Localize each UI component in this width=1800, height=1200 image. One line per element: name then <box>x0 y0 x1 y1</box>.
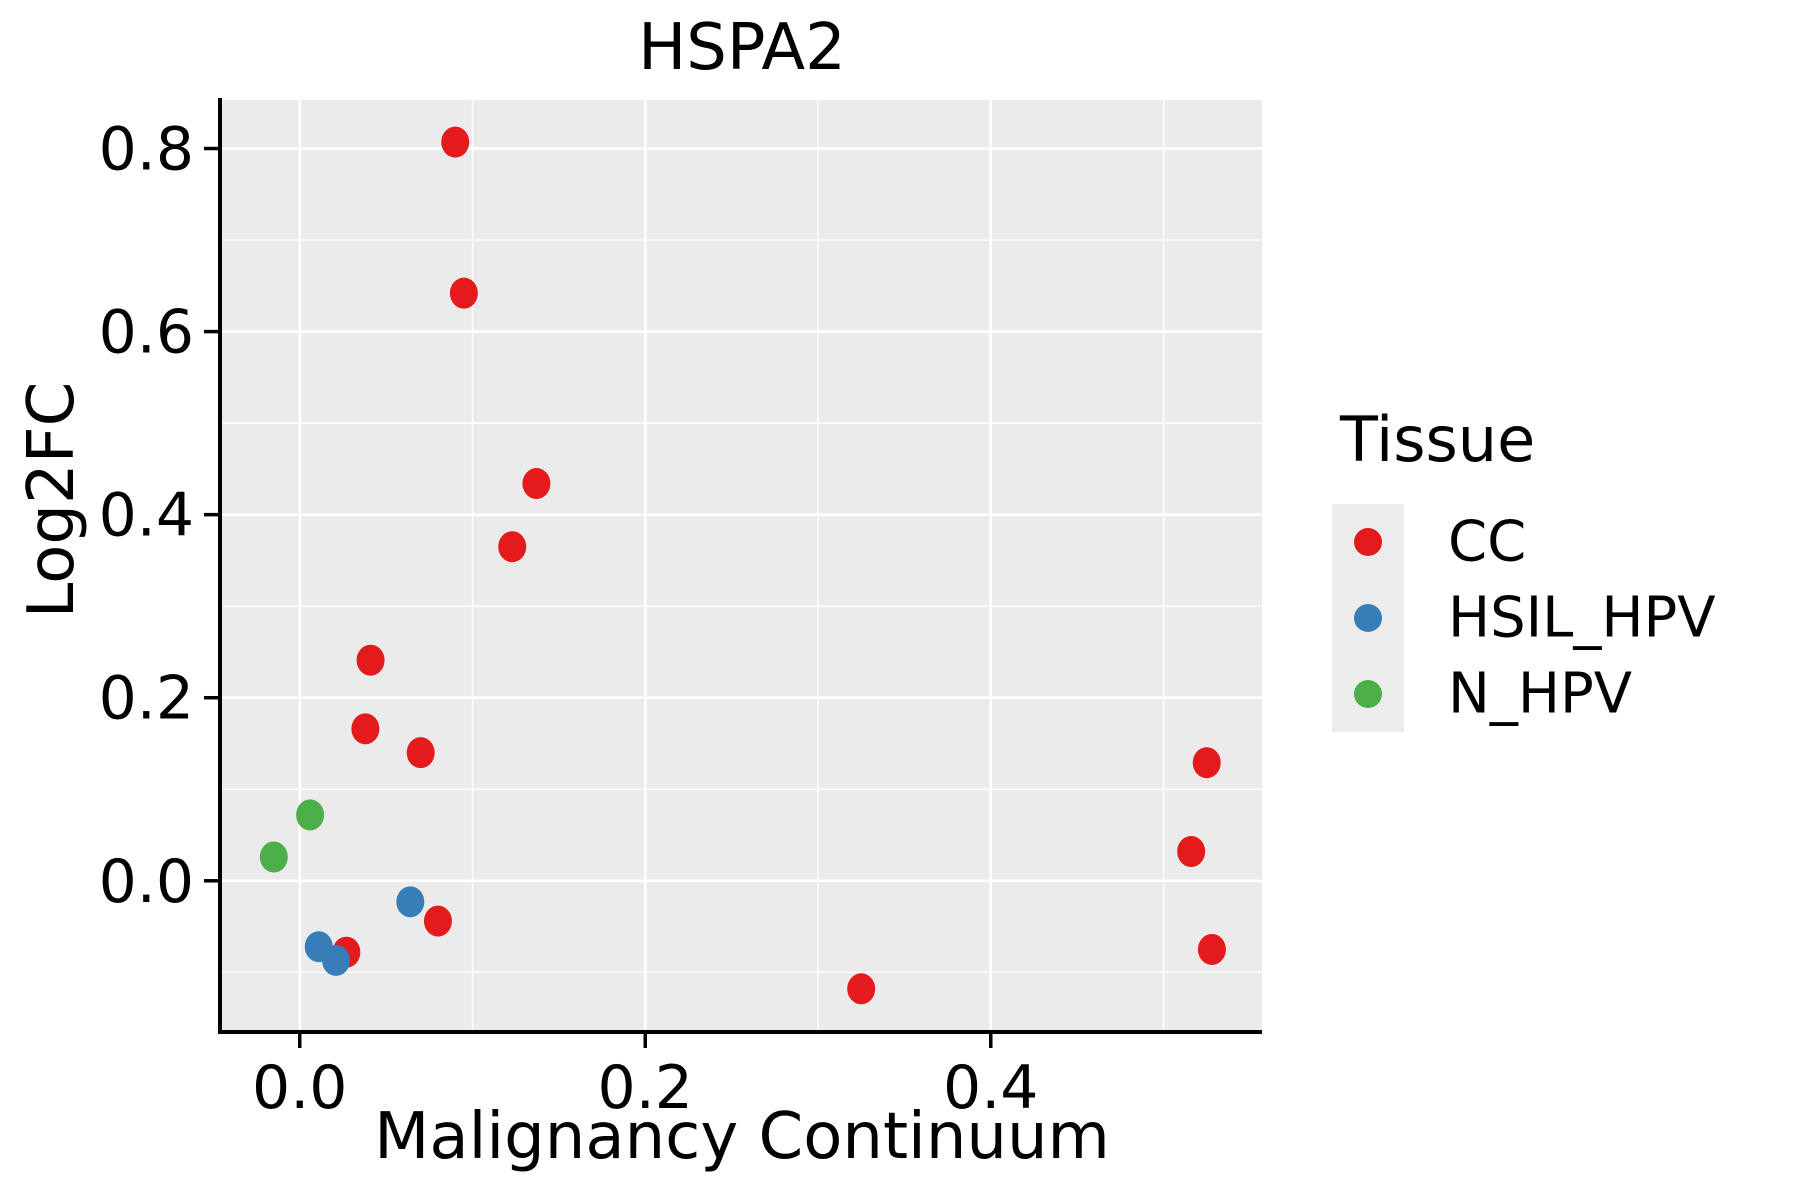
data-point-hsil_hpv <box>322 944 351 976</box>
data-point-cc <box>522 468 551 500</box>
data-point-cc <box>356 644 385 676</box>
legend-title: Tissue <box>1340 403 1536 476</box>
legend-label-hsil-hpv: HSIL_HPV <box>1448 585 1716 651</box>
data-point-cc <box>449 277 478 309</box>
data-point-cc <box>351 713 380 745</box>
cc-swatch-icon <box>1354 528 1382 556</box>
plot-title: HSPA2 <box>638 11 846 85</box>
legend-label-n-hpv: N_HPV <box>1448 661 1633 727</box>
hsil-hpv-swatch-icon <box>1354 604 1382 632</box>
n-hpv-swatch-icon <box>1354 680 1382 708</box>
x-axis-title: Malignancy Continuum <box>374 1100 1110 1174</box>
data-point-cc <box>441 126 470 158</box>
x-tick-label: 0.2 <box>598 1053 693 1123</box>
data-point-n_hpv <box>296 799 325 831</box>
y-tick-label: 0.2 <box>99 664 194 734</box>
data-point-hsil_hpv <box>396 886 425 918</box>
data-point-cc <box>423 905 452 937</box>
legend-entry-cc: CC <box>1330 504 1800 580</box>
data-point-cc <box>1197 933 1226 965</box>
y-tick-label: 0.8 <box>99 115 194 185</box>
data-point-cc <box>498 531 527 563</box>
y-tick-label: 0.0 <box>99 847 194 917</box>
y-tick-label: 0.4 <box>99 481 194 551</box>
plot-panel <box>222 100 1262 1030</box>
x-tick-label: 0.0 <box>252 1053 347 1123</box>
x-tick-label: 0.4 <box>943 1053 1038 1123</box>
legend-entry-n-hpv: N_HPV <box>1330 656 1800 732</box>
data-point-n_hpv <box>259 841 288 873</box>
data-point-cc <box>1177 836 1206 868</box>
data-point-cc <box>1192 747 1221 779</box>
y-tick-label: 0.6 <box>99 298 194 368</box>
y-axis-title: Log2FC <box>15 381 89 619</box>
data-point-cc <box>847 973 876 1005</box>
legend-label-cc: CC <box>1448 509 1527 575</box>
legend-entry-hsil-hpv: HSIL_HPV <box>1330 580 1800 656</box>
data-point-cc <box>406 737 435 769</box>
